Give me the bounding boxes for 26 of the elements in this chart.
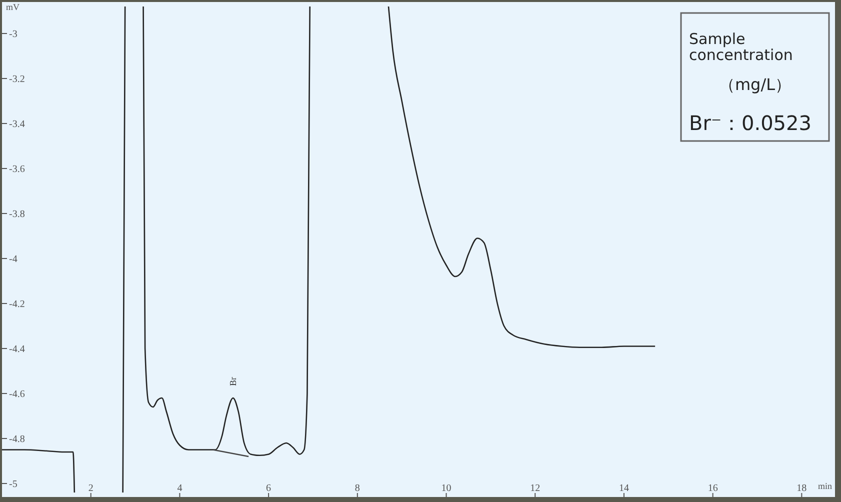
x-tick-label: 16 — [708, 483, 718, 494]
y-tick-label: -3 — [9, 29, 18, 40]
x-axis-title: min — [818, 481, 832, 491]
x-tick-label: 4 — [177, 483, 182, 494]
y-tick-label: -3.6 — [9, 164, 25, 175]
x-tick-label: 6 — [266, 483, 272, 494]
x-tick-label: 10 — [441, 483, 452, 494]
annotation: Br⁻：0.0523 — [689, 111, 812, 135]
x-tick-label: 2 — [88, 483, 94, 494]
y-tick-label: -3.4 — [9, 119, 25, 130]
annotation: Br — [228, 376, 238, 386]
annotation: Sample concentration — [689, 30, 793, 64]
annotation: （mg/L） — [718, 75, 792, 94]
y-tick-label: -4.2 — [9, 299, 25, 310]
y-tick-label: -4.4 — [9, 344, 25, 355]
y-axis-title: mV — [6, 2, 20, 12]
x-tick-label: 12 — [530, 483, 540, 494]
y-tick-label: -4 — [9, 254, 18, 265]
y-tick-label: -5 — [9, 479, 18, 490]
x-tick-label: 8 — [354, 483, 360, 494]
y-tick-label: -3.2 — [9, 74, 25, 85]
x-tick-label: 14 — [618, 483, 629, 494]
y-tick-label: -4.8 — [9, 434, 25, 445]
y-tick-label: -3.8 — [9, 209, 25, 220]
y-tick-label: -4.6 — [9, 389, 25, 400]
x-tick-label: 18 — [796, 483, 807, 494]
